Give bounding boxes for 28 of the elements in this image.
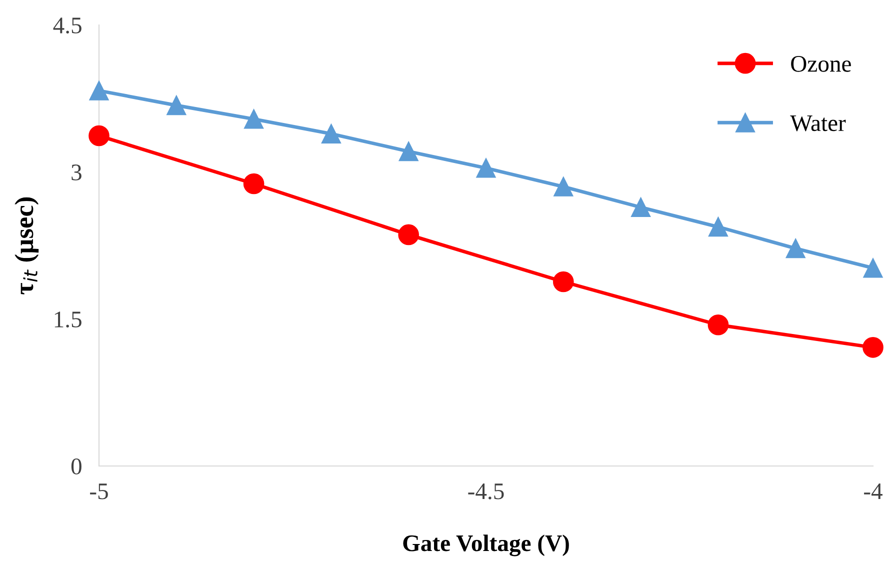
point: [89, 80, 109, 100]
legend-label: Ozone: [791, 56, 851, 72]
point: [552, 271, 574, 292]
point: [554, 176, 574, 196]
y-axis-title: τ$_{it}$ (µsec): [14, 197, 39, 294]
x-tick-label: -5: [90, 484, 108, 500]
x-tick-label: -4.5: [468, 484, 504, 500]
y-tick-label: 3: [72, 164, 82, 180]
x-axis-title: Gate Voltage (V): [403, 534, 569, 556]
point: [476, 158, 496, 178]
point: [398, 142, 418, 162]
point: [244, 109, 264, 129]
y-tick-label: 4.5: [53, 18, 82, 34]
point: [631, 198, 651, 218]
point: [786, 238, 806, 258]
point: [398, 224, 420, 246]
y-tick-label: 1.5: [54, 312, 82, 328]
legend-label: Water: [790, 115, 846, 132]
point: [708, 217, 728, 237]
point: [88, 125, 110, 146]
x-tick-label: -4: [864, 484, 882, 500]
point: [862, 337, 884, 358]
point: [863, 258, 883, 278]
point: [321, 124, 341, 144]
point: [166, 96, 186, 116]
y-tick-label: 0: [71, 458, 82, 474]
point: [243, 173, 264, 194]
point: [708, 314, 729, 336]
